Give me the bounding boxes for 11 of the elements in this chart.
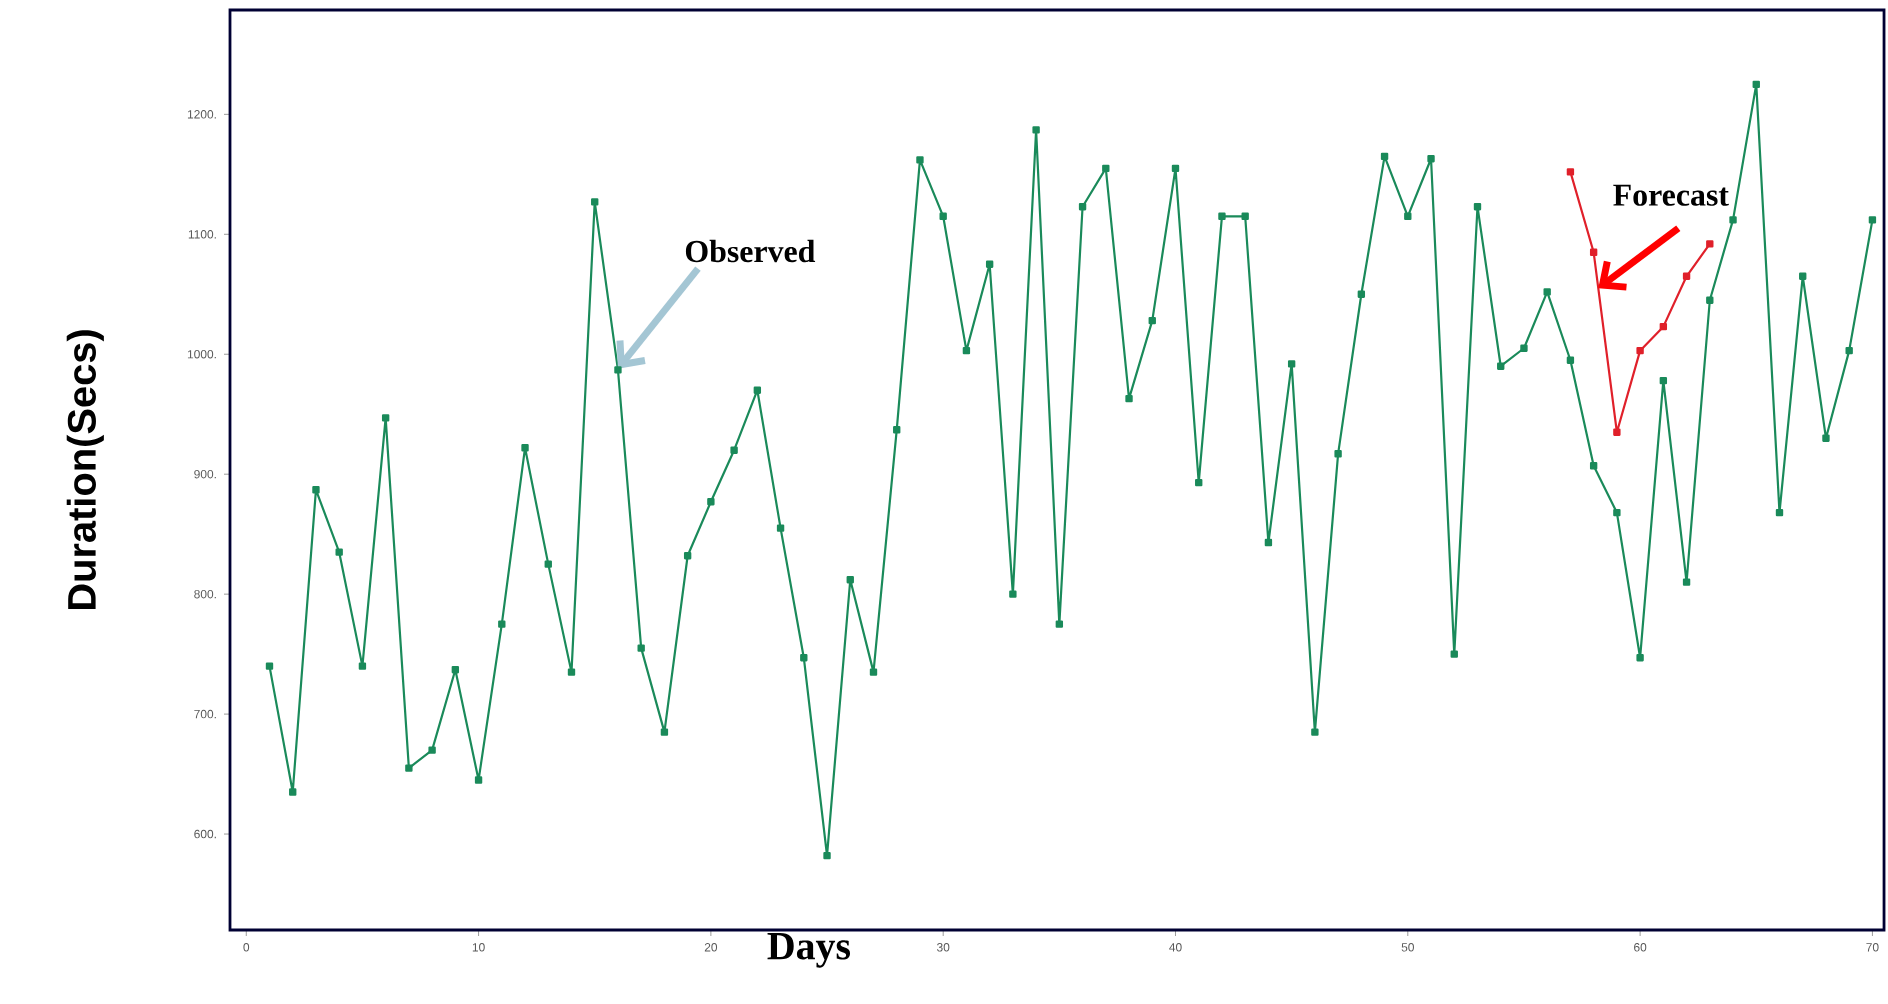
point: [1636, 346, 1644, 355]
point: [1566, 168, 1575, 176]
point: [1682, 272, 1691, 280]
point: [1613, 428, 1621, 436]
x-axis-title: Days: [767, 933, 851, 968]
point: [1659, 322, 1668, 331]
annotation: Forecast: [1613, 184, 1729, 206]
annotation: Observed: [685, 239, 816, 263]
point: [1706, 240, 1714, 248]
y-axis-title: Duration(Secs): [66, 330, 104, 610]
point: [1589, 248, 1598, 256]
